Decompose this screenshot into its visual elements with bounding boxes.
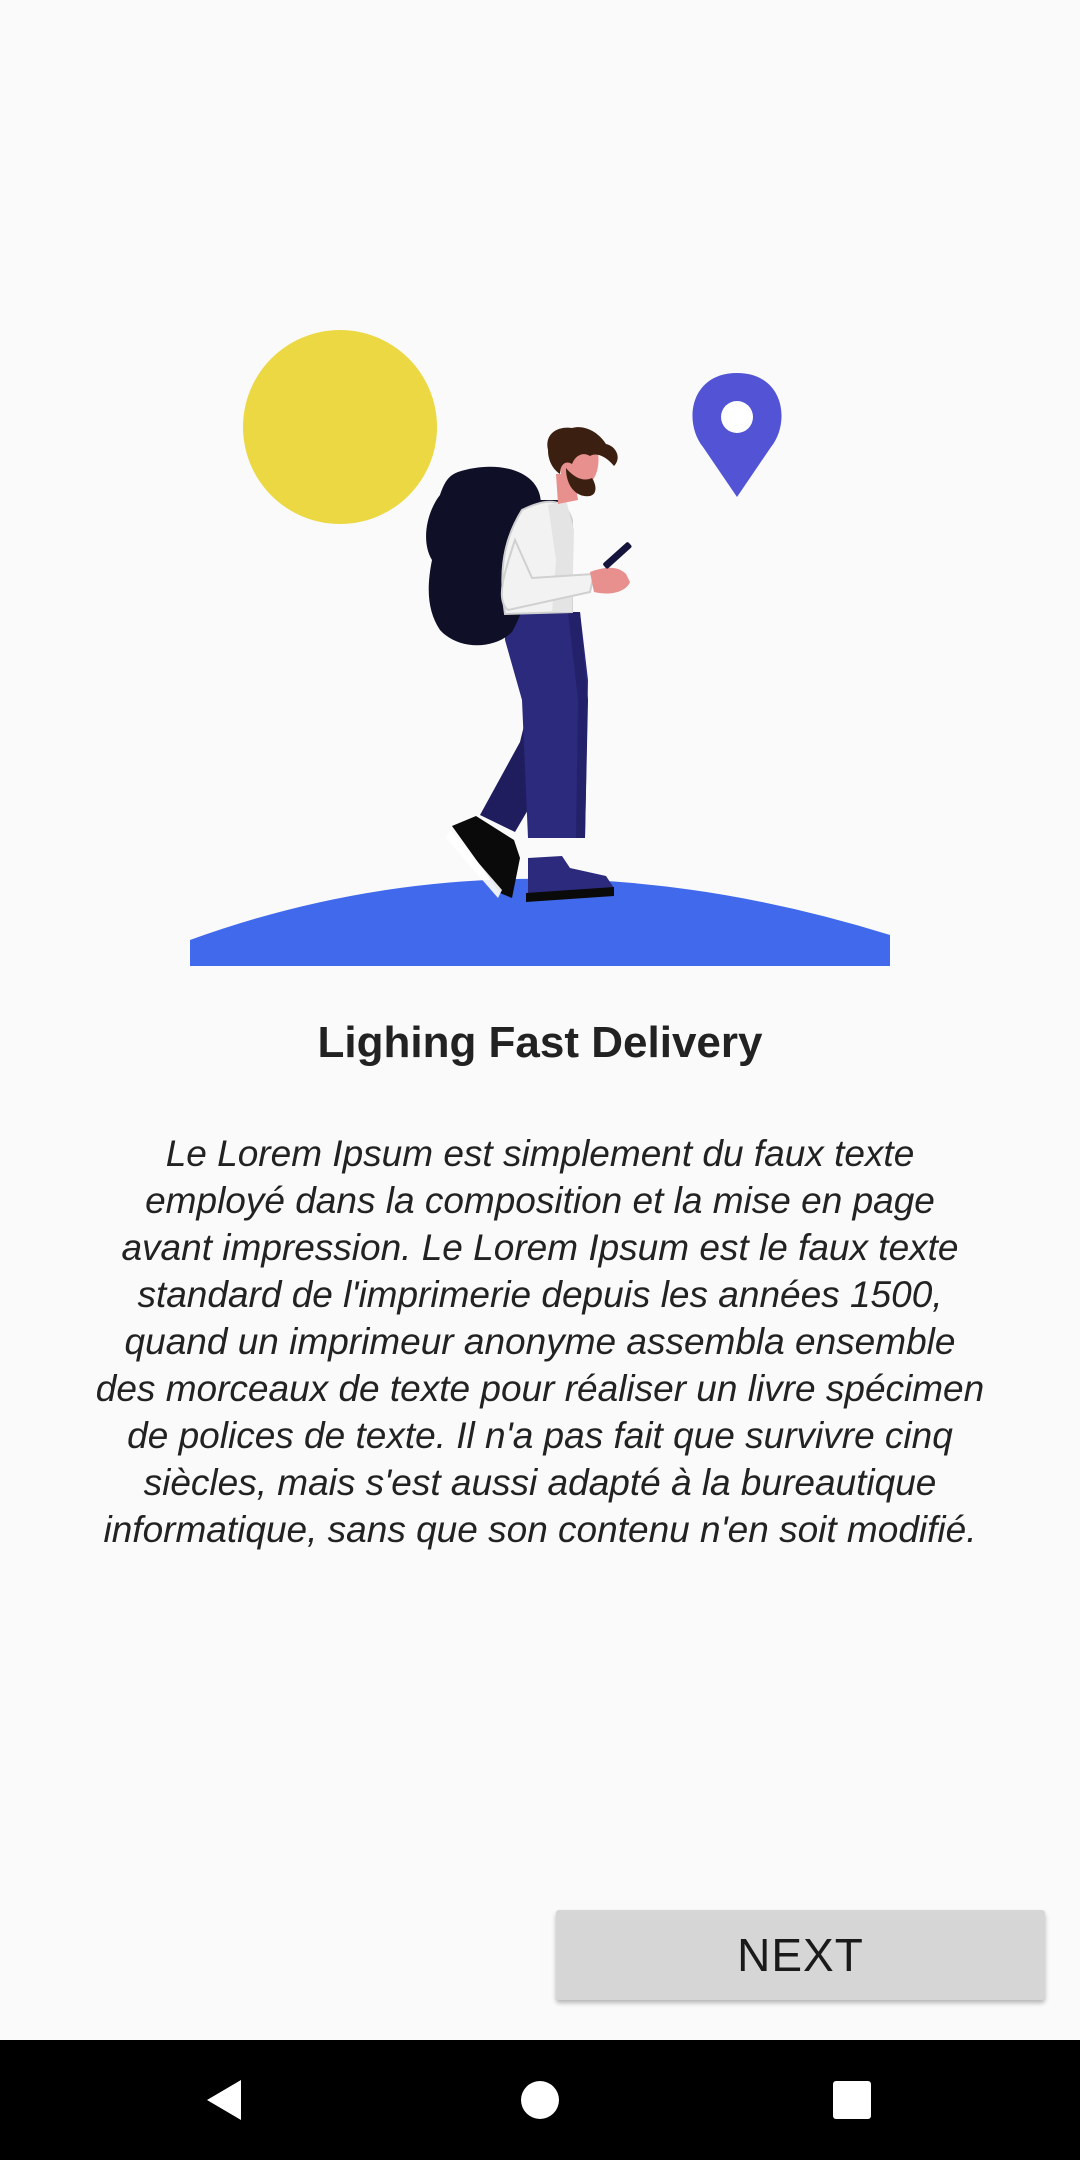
back-icon [207,2080,241,2120]
hiker-illustration [426,427,632,902]
system-navigation-bar [0,2040,1080,2160]
delivery-illustration [190,330,890,966]
recents-icon [833,2081,871,2119]
location-pin-icon [692,373,782,497]
back-button[interactable] [185,2060,265,2140]
ground-hill [190,878,890,966]
home-icon [521,2081,559,2119]
sun-icon [243,330,437,524]
page-title: Lighing Fast Delivery [317,1018,763,1067]
description-text: Le Lorem Ipsum est simplement du faux te… [95,1133,985,1550]
recents-button[interactable] [812,2060,892,2140]
next-button[interactable]: NEXT [556,1910,1045,2000]
home-button[interactable] [500,2060,580,2140]
